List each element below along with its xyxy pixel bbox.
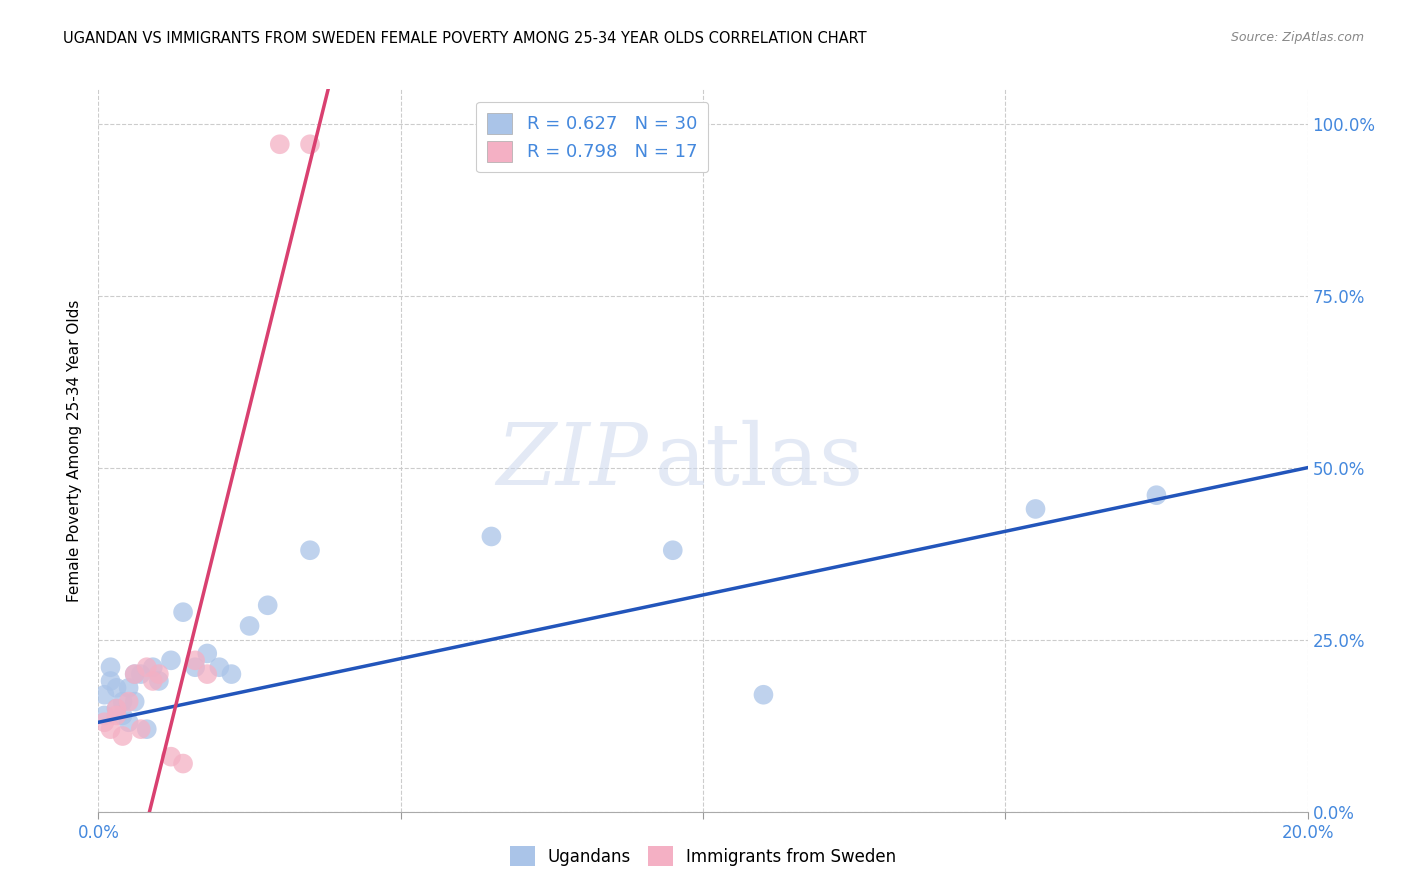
Point <box>93 688 115 702</box>
Point <box>195 647 218 661</box>
Point <box>142 660 165 674</box>
Point <box>105 701 128 715</box>
Point <box>299 137 322 152</box>
Point <box>100 722 122 736</box>
Point <box>481 529 503 543</box>
Legend: Ugandans, Immigrants from Sweden: Ugandans, Immigrants from Sweden <box>503 839 903 873</box>
Point <box>105 708 128 723</box>
Point <box>111 695 134 709</box>
Text: ZIP: ZIP <box>496 420 648 502</box>
Point <box>93 708 115 723</box>
Point <box>160 653 183 667</box>
Point <box>135 722 157 736</box>
Point <box>195 667 218 681</box>
Point <box>111 708 134 723</box>
Point <box>184 660 207 674</box>
Point <box>1024 502 1046 516</box>
Point <box>124 667 146 681</box>
Legend: R = 0.627   N = 30, R = 0.798   N = 17: R = 0.627 N = 30, R = 0.798 N = 17 <box>477 102 709 172</box>
Point <box>100 673 122 688</box>
Point <box>129 722 152 736</box>
Point <box>118 681 141 695</box>
Text: Source: ZipAtlas.com: Source: ZipAtlas.com <box>1230 31 1364 45</box>
Point <box>752 688 775 702</box>
Point <box>661 543 683 558</box>
Point <box>105 701 128 715</box>
Point <box>184 653 207 667</box>
Point <box>118 695 141 709</box>
Y-axis label: Female Poverty Among 25-34 Year Olds: Female Poverty Among 25-34 Year Olds <box>67 300 83 601</box>
Text: atlas: atlas <box>655 420 863 503</box>
Point <box>160 749 183 764</box>
Point <box>129 667 152 681</box>
Point <box>105 681 128 695</box>
Point <box>148 667 170 681</box>
Point <box>124 667 146 681</box>
Point <box>148 673 170 688</box>
Point <box>172 605 194 619</box>
Point <box>111 729 134 743</box>
Point <box>221 667 243 681</box>
Point <box>299 543 322 558</box>
Point <box>93 715 115 730</box>
Point <box>135 660 157 674</box>
Point <box>1144 488 1167 502</box>
Point <box>256 599 278 613</box>
Point <box>208 660 231 674</box>
Point <box>118 715 141 730</box>
Point <box>124 695 146 709</box>
Text: UGANDAN VS IMMIGRANTS FROM SWEDEN FEMALE POVERTY AMONG 25-34 YEAR OLDS CORRELATI: UGANDAN VS IMMIGRANTS FROM SWEDEN FEMALE… <box>63 31 868 46</box>
Point <box>269 137 291 152</box>
Point <box>142 673 165 688</box>
Point <box>100 660 122 674</box>
Point <box>239 619 262 633</box>
Point <box>172 756 194 771</box>
